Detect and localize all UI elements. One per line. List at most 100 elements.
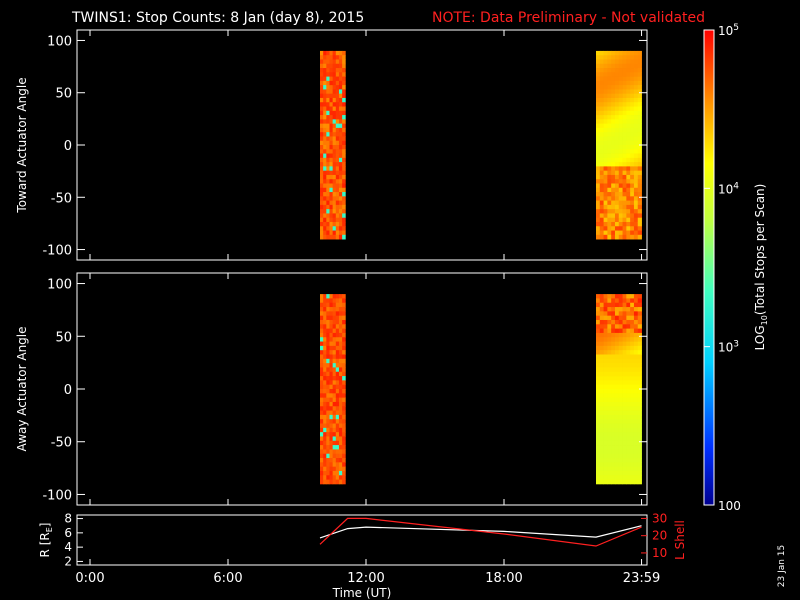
heatmap-cell	[329, 319, 334, 325]
heatmap-cell	[618, 440, 623, 446]
heatmap-cell	[618, 302, 623, 308]
heatmap-cell	[614, 127, 620, 133]
heatmap-cell	[618, 115, 623, 120]
heatmap-cell	[637, 393, 642, 399]
heatmap-cell	[626, 311, 631, 317]
heatmap-cell	[320, 166, 324, 172]
heatmap-cell	[603, 93, 608, 99]
heatmap-cell	[622, 449, 627, 455]
heatmap-cell	[618, 221, 623, 227]
heatmap-cell	[596, 432, 601, 437]
heatmap-cell	[332, 380, 337, 386]
heatmap-cell	[622, 298, 627, 304]
heatmap-cell	[630, 234, 635, 240]
heatmap-cell	[611, 145, 616, 150]
l-shell-tick-label: 30	[652, 511, 667, 525]
heatmap-cell	[630, 294, 635, 299]
heatmap-cell	[614, 226, 620, 231]
heatmap-cell	[614, 367, 620, 373]
heatmap-cell	[630, 200, 635, 206]
heatmap-cell	[342, 89, 346, 95]
heatmap-cell	[626, 192, 631, 197]
heatmap-cell	[626, 389, 631, 394]
heatmap-cell	[332, 153, 337, 159]
heatmap-cell	[335, 226, 340, 231]
heatmap-cell	[335, 162, 340, 167]
heatmap-cell	[326, 59, 330, 65]
heatmap-cell	[326, 140, 330, 146]
heatmap-cell	[611, 380, 616, 386]
heatmap-cell	[342, 76, 346, 82]
heatmap-cell	[633, 479, 639, 485]
heatmap-cell	[622, 436, 627, 442]
heatmap-cell	[614, 380, 620, 386]
heatmap-cell	[603, 226, 608, 231]
heatmap-cell	[599, 119, 604, 125]
heatmap-cell	[630, 162, 635, 167]
heatmap-cell	[326, 234, 330, 240]
heatmap-cell	[332, 85, 337, 90]
heatmap-cell	[326, 97, 330, 103]
heatmap-cell	[596, 209, 601, 214]
heatmap-cell	[599, 59, 604, 65]
heatmap-cell	[630, 345, 635, 351]
heatmap-cell	[326, 55, 330, 60]
heatmap-cell	[323, 363, 327, 368]
heatmap-cell	[618, 123, 623, 129]
heatmap-cell	[611, 80, 616, 86]
heatmap-cell	[332, 97, 337, 103]
heatmap-cell	[332, 140, 337, 146]
heatmap-cell	[637, 302, 642, 308]
heatmap-cell	[329, 470, 334, 476]
heatmap-cell	[626, 371, 631, 377]
heatmap-cell	[611, 110, 616, 116]
heatmap-cell	[326, 436, 330, 442]
heatmap-cell	[599, 466, 604, 472]
heatmap-cell	[596, 110, 601, 116]
heatmap-cell	[630, 298, 635, 304]
heatmap-cell	[596, 376, 601, 381]
toward-heatmap-blocks	[320, 50, 642, 240]
heatmap-cell	[335, 406, 340, 411]
heatmap-cell	[320, 72, 324, 77]
heatmap-cell	[611, 479, 616, 485]
heatmap-cell	[630, 401, 635, 407]
heatmap-cell	[326, 427, 330, 433]
heatmap-cell	[326, 179, 330, 184]
heatmap-cell	[633, 166, 639, 172]
heatmap-cell	[622, 406, 627, 411]
heatmap-cell	[326, 367, 330, 373]
heatmap-cell	[335, 174, 340, 180]
heatmap-cell	[630, 89, 635, 95]
heatmap-cell	[614, 196, 620, 201]
heatmap-cell	[637, 414, 642, 420]
heatmap-cell	[599, 204, 604, 210]
heatmap-cell	[335, 213, 340, 219]
heatmap-cell	[614, 445, 620, 450]
radius-tick-label: 4	[64, 540, 72, 554]
heatmap-cell	[338, 311, 343, 317]
heatmap-cell	[329, 440, 334, 446]
heatmap-cell	[326, 183, 330, 189]
heatmap-cell	[326, 127, 330, 133]
heatmap-cell	[323, 234, 327, 240]
heatmap-cell	[338, 319, 343, 325]
heatmap-cell	[329, 221, 334, 227]
heatmap-cell	[335, 136, 340, 142]
heatmap-cell	[342, 166, 346, 172]
heatmap-cell	[630, 466, 635, 472]
heatmap-cell	[607, 406, 612, 411]
heatmap-cell	[323, 119, 327, 125]
heatmap-cell	[323, 393, 327, 399]
heatmap-cell	[603, 213, 608, 219]
heatmap-cell	[332, 419, 337, 424]
heatmap-cell	[342, 187, 346, 193]
heatmap-cell	[626, 294, 631, 299]
heatmap-cell	[599, 200, 604, 206]
heatmap-cell	[614, 145, 620, 150]
heatmap-cell	[342, 354, 346, 360]
heatmap-cell	[618, 234, 623, 240]
heatmap-cell	[332, 80, 337, 86]
heatmap-cell	[320, 384, 324, 390]
heatmap-cell	[618, 200, 623, 206]
